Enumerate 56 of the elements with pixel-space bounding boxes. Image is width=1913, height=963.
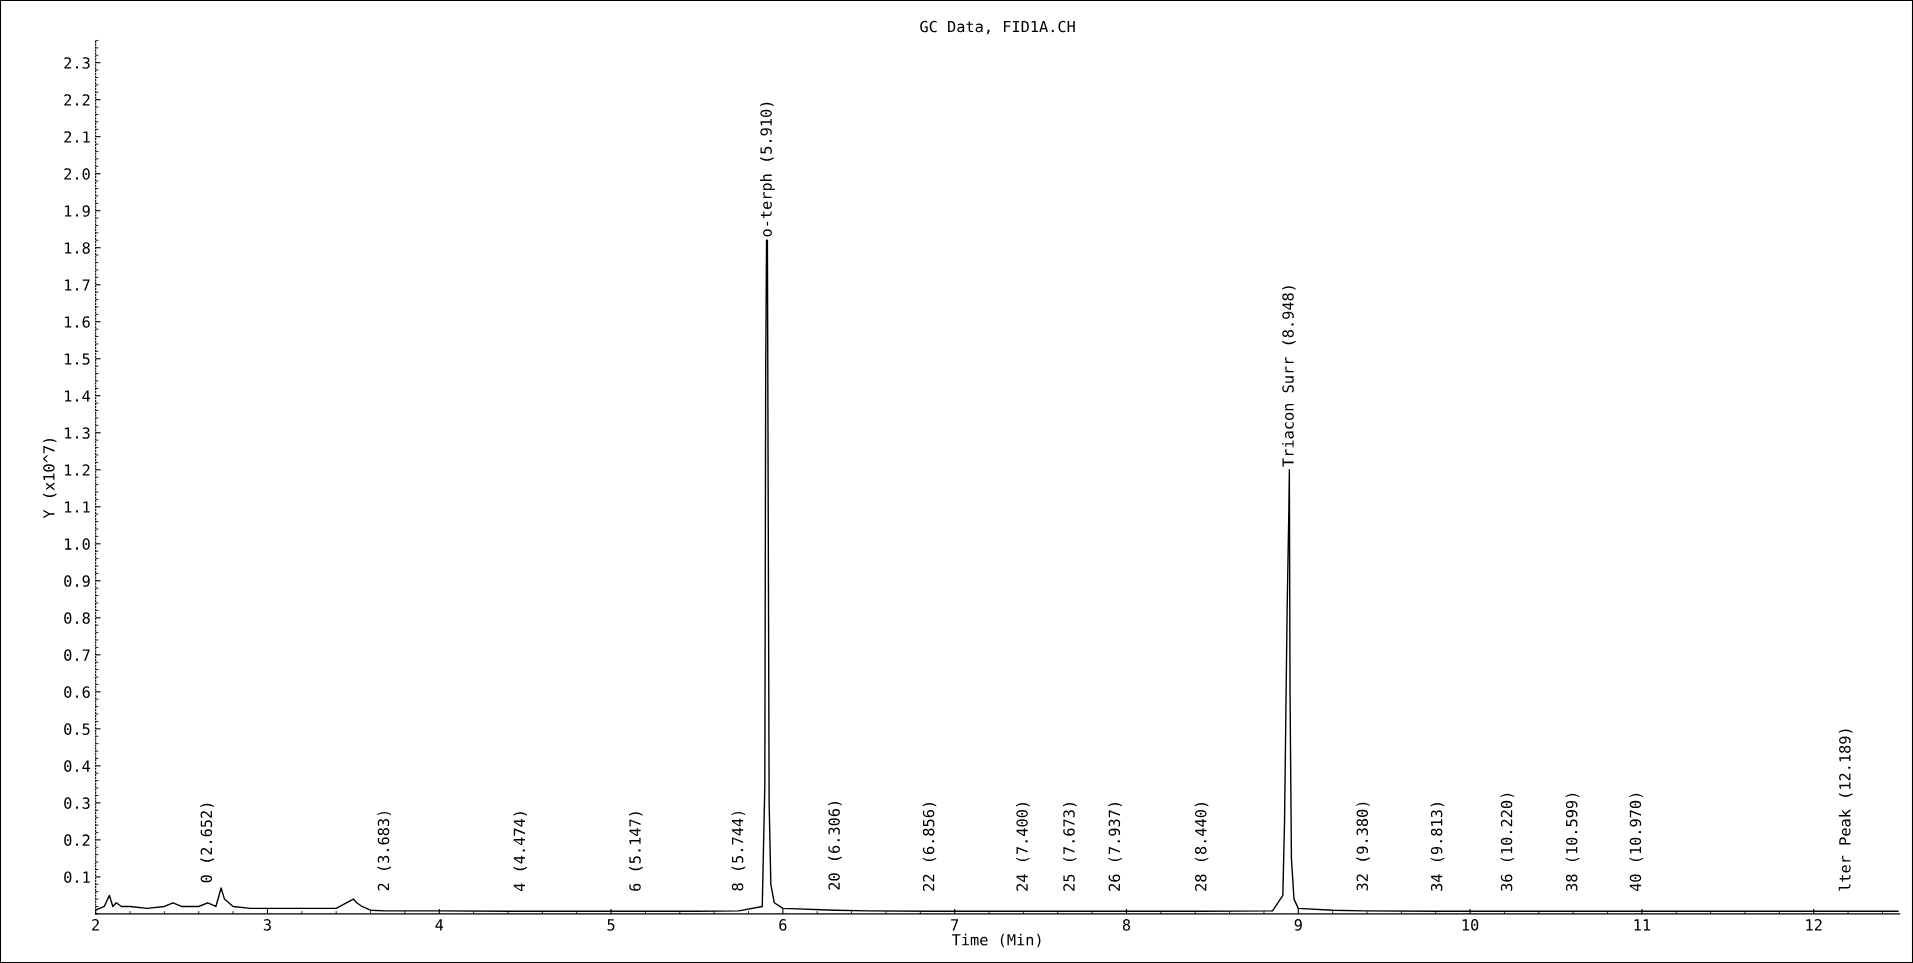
y-tick-label: 0.6 xyxy=(64,686,90,698)
y-tick-label: 2.2 xyxy=(64,94,90,106)
annotation: 25 (7.673) xyxy=(1062,803,1077,891)
y-tick-label: 0.4 xyxy=(64,760,91,772)
y-tick-label: 0.2 xyxy=(64,834,90,846)
annotation: 26 (7.937) xyxy=(1108,803,1122,891)
annotation: 2 (3.683) xyxy=(377,811,392,891)
x-tick-label: 8 xyxy=(1122,919,1131,931)
y-tick-label: 0.1 xyxy=(64,871,90,883)
y-tick-label: 1.6 xyxy=(65,316,90,328)
annotation: 6 (5.147) xyxy=(628,812,643,891)
y-tick-label: 2.1 xyxy=(64,131,90,143)
annotation: lter Peak (12.189) xyxy=(1838,729,1853,891)
y-tick-label: 0.7 xyxy=(64,649,90,661)
annotation: 32 (9.380) xyxy=(1356,802,1370,891)
x-tick-label: 6 xyxy=(779,919,787,931)
annotation: 24 (7.400) xyxy=(1016,803,1030,891)
y-tick-label: 1.4 xyxy=(65,390,91,402)
y-tick-label: 0.3 xyxy=(64,797,90,809)
annotation: 34 (9.813) xyxy=(1430,803,1445,891)
annotation: 20 (6.306) xyxy=(828,801,842,890)
y-tick-label: 1.0 xyxy=(65,538,90,550)
annotation: 0 (2.652) xyxy=(200,803,214,883)
y-tick-label: 2.3 xyxy=(64,57,90,69)
x-tick-label: 7 xyxy=(951,919,959,931)
x-tick-label: 5 xyxy=(607,919,615,931)
y-tick-label: 0.5 xyxy=(64,723,90,735)
x-tick-label: 10 xyxy=(1462,919,1479,931)
annotation: 36 (10.220) xyxy=(1500,793,1515,891)
annotation: 38 (10.599) xyxy=(1565,793,1580,891)
annotation: o-terph (5.910) xyxy=(760,102,775,237)
y-tick-label: 1.3 xyxy=(65,427,90,439)
y-tick-label: 1.1 xyxy=(65,501,90,513)
annotation: 40 (10.970) xyxy=(1629,793,1644,892)
x-tick-label: 11 xyxy=(1634,919,1651,931)
x-axis-title: Time (Min) xyxy=(951,933,1041,948)
x-tick-label: 12 xyxy=(1806,919,1822,931)
chart-title: GC Data, FID1A.CH xyxy=(920,20,1075,35)
x-tick-label: 4 xyxy=(435,919,444,931)
y-tick-label: 2.0 xyxy=(64,168,90,180)
y-tick-label: 1.5 xyxy=(65,353,90,365)
x-tick-label: 2 xyxy=(92,919,99,931)
x-tick-label: 9 xyxy=(1294,919,1302,931)
annotation: 4 (4.474) xyxy=(513,812,527,892)
y-tick-label: 1.8 xyxy=(65,242,90,254)
annotation: 22 (6.856) xyxy=(922,803,937,891)
y-tick-label: 0.8 xyxy=(64,612,90,624)
y-tick-label: 0.9 xyxy=(64,575,90,587)
y-axis-title: Y (x10^7) xyxy=(42,438,57,519)
annotation: 28 (8.440) xyxy=(1194,803,1209,891)
y-tick-label: 1.9 xyxy=(65,205,90,217)
annotation: Triacon Surr (8.948) xyxy=(1282,286,1296,467)
y-tick-label: 1.7 xyxy=(65,279,90,291)
x-tick-label: 3 xyxy=(263,919,271,931)
y-tick-label: 1.2 xyxy=(65,464,90,476)
annotation: 8 (5.744) xyxy=(731,811,746,891)
